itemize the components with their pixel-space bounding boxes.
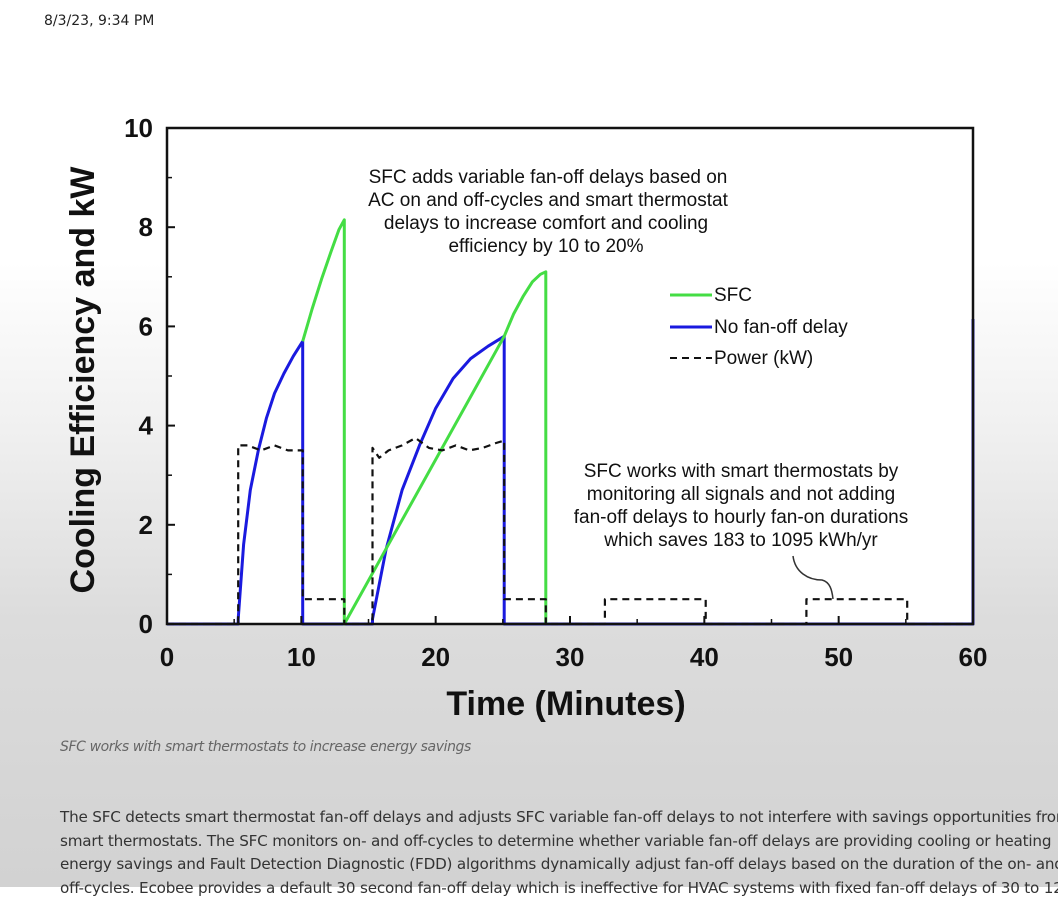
paragraph-line-2: smart thermostats. The SFC monitors on- … (60, 830, 1000, 854)
annotation-sfc-line-1: SFC adds variable fan-off delays based o… (369, 167, 728, 188)
x-tick-label: 50 (824, 642, 853, 672)
annotation-sfc-line-3: delays to increase comfort and cooling (384, 213, 708, 234)
annotation-thermostat-line-3: fan-off delays to hourly fan-on duration… (574, 507, 908, 528)
x-axis-title: Time (Minutes) (446, 685, 685, 723)
y-tick-label: 2 (139, 510, 153, 540)
annotation-thermostat-line-1: SFC works with smart thermostats by (584, 461, 899, 482)
annotation-thermostat-line-4: which saves 183 to 1095 kWh/yr (603, 530, 878, 551)
y-axis-title: Cooling Efficiency and kW (64, 166, 102, 594)
paragraph-line-3: energy savings and Fault Detection Diagn… (60, 853, 1000, 877)
legend-label-power: Power (kW) (714, 348, 813, 369)
x-tick-label: 10 (287, 642, 316, 672)
annotation-sfc-line-2: AC on and off-cycles and smart thermosta… (368, 190, 728, 211)
legend-label-no-delay: No fan-off delay (714, 317, 848, 338)
paragraph-line-1: The SFC detects smart thermostat fan-off… (60, 806, 1000, 830)
y-tick-label: 4 (139, 411, 154, 441)
x-tick-label: 40 (690, 642, 719, 672)
figure-caption: SFC works with smart thermostats to incr… (60, 739, 471, 755)
annotation-thermostat-line-2: monitoring all signals and not adding (587, 484, 895, 505)
y-tick-label: 0 (139, 609, 153, 639)
x-tick-label: 0 (160, 642, 174, 672)
article-paragraph: The SFC detects smart thermostat fan-off… (60, 806, 1000, 900)
x-tick-label: 20 (421, 642, 450, 672)
paragraph-line-4: off-cycles. Ecobee provides a default 30… (60, 877, 1000, 900)
legend-label-sfc: SFC (714, 285, 752, 306)
y-tick-label: 10 (124, 113, 153, 143)
y-tick-label: 6 (139, 311, 153, 341)
annotation-sfc-line-4: efficiency by 10 to 20% (448, 236, 643, 257)
y-tick-label: 8 (139, 212, 153, 242)
x-tick-label: 60 (959, 642, 988, 672)
efficiency-chart: 0 10 20 30 40 50 60 0 2 4 6 8 10 Time (Minutes) Cool… (0, 0, 1058, 730)
x-tick-label: 30 (556, 642, 585, 672)
